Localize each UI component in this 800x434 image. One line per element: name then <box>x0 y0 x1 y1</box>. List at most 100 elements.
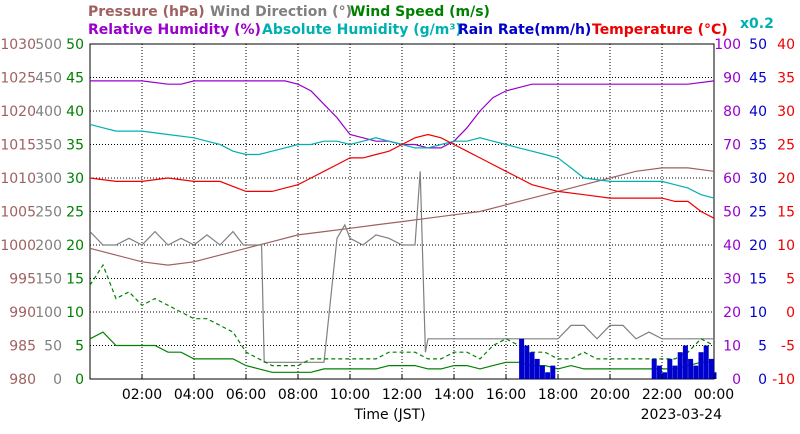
rain-bar <box>539 365 545 379</box>
x-tick-label: 08:00 <box>278 387 318 403</box>
rel_hum-axis-tick: 80 <box>723 104 741 120</box>
rain-axis-tick: 40 <box>749 104 767 120</box>
wind_dir-axis-tick: 300 <box>35 171 62 187</box>
pressure-axis-tick: 1030 <box>0 37 36 53</box>
wind_dir-axis-tick: 350 <box>35 138 62 154</box>
rain-axis-tick: 5 <box>758 339 767 355</box>
temp-axis-tick: 10 <box>777 238 795 254</box>
wind_dir-axis-tick: 400 <box>35 104 62 120</box>
rel_hum-axis-tick: 0 <box>732 372 741 388</box>
temp-axis-tick: 15 <box>777 205 795 221</box>
rel_hum-axis-tick: 40 <box>723 238 741 254</box>
rain-bar <box>708 358 714 379</box>
wind_speed-axis-tick: 10 <box>66 305 84 321</box>
rain-bar <box>545 372 551 379</box>
temp-axis-tick: 5 <box>786 272 795 288</box>
series-line <box>89 133 715 219</box>
wind_speed-axis-tick: 0 <box>75 372 84 388</box>
rain-axis-tick: 35 <box>749 138 767 154</box>
rel_hum-axis-tick: 20 <box>723 305 741 321</box>
wind_speed-axis-tick: 45 <box>66 71 84 87</box>
series-line <box>89 167 715 266</box>
rain-axis-tick: 15 <box>749 272 767 288</box>
wind_speed-axis-tick: 25 <box>66 205 84 221</box>
x-tick-label: 22:00 <box>642 387 682 403</box>
rain-axis-tick: 45 <box>749 71 767 87</box>
wind_speed-axis-tick: 20 <box>66 238 84 254</box>
wind_speed-axis-tick: 35 <box>66 138 84 154</box>
legend: Pressure (hPa) Wind Direction (°)Wind Spe… <box>88 4 728 38</box>
wind_speed-axis-tick: 5 <box>75 339 84 355</box>
temp-axis-tick: 35 <box>777 71 795 87</box>
pressure-axis-tick: 1000 <box>0 238 36 254</box>
temp-axis-tick: 40 <box>777 37 795 53</box>
rain-bar <box>688 358 694 379</box>
x-tick-label: 16:00 <box>486 387 526 403</box>
wind_dir-axis-tick: 500 <box>35 37 62 53</box>
rain-bar <box>524 345 530 379</box>
rel_hum-axis-tick: 90 <box>723 71 741 87</box>
rel_hum-axis-tick: 30 <box>723 272 741 288</box>
wind_speed-axis-tick: 50 <box>66 37 84 53</box>
rain-axis-tick: 0 <box>758 372 767 388</box>
wind_speed-axis-tick: 30 <box>66 171 84 187</box>
rel_hum-axis-tick: 60 <box>723 171 741 187</box>
x-axis: 02:00 04:00 06:00 08:00 10:00 12:00 14:00 16:00… <box>122 374 734 403</box>
legend-rain: Rain Rate(mm/h) <box>458 22 591 38</box>
legend-wind_dir: Wind Direction (°) <box>210 4 352 20</box>
x-tick-label: 10:00 <box>330 387 370 403</box>
rain-axis-tick: 25 <box>749 205 767 221</box>
rain-axis-tick: 10 <box>749 305 767 321</box>
pressure-axis-tick: 1015 <box>0 138 36 154</box>
rel_hum-axis-tick: 50 <box>723 205 741 221</box>
wind_dir-axis-tick: 50 <box>44 339 62 355</box>
date-label: 2023-03-24 <box>641 407 722 423</box>
rel_hum-axis-tick: 70 <box>723 138 741 154</box>
pressure-axis-tick: 1025 <box>0 71 36 87</box>
wind_dir-axis-tick: 200 <box>35 238 62 254</box>
x-tick-label: 06:00 <box>226 387 266 403</box>
wind_dir-axis-tick: 250 <box>35 205 62 221</box>
rain-bar <box>662 372 668 379</box>
x-tick-label: 04:00 <box>174 387 214 403</box>
x-tick-label: 18:00 <box>538 387 578 403</box>
pressure-axis-tick: 990 <box>9 305 36 321</box>
rain-bar <box>703 345 709 379</box>
legend-abs_hum: Absolute Humidity (g/m³) <box>262 22 462 38</box>
rain-bar <box>651 358 657 379</box>
series-layer <box>89 80 717 379</box>
x-tick-label: 12:00 <box>382 387 422 403</box>
pressure-axis-tick: 1020 <box>0 104 36 120</box>
series-line <box>89 171 714 363</box>
rel_hum-axis-tick: 10 <box>723 339 741 355</box>
rain-bar <box>698 352 704 379</box>
rain-bar <box>672 365 678 379</box>
pressure-axis-tick: 995 <box>9 272 36 288</box>
legend-wind_speed: Wind Speed (m/s) <box>350 4 490 20</box>
x-axis-title: Time (JST) <box>353 407 425 423</box>
temp-axis-tick: 30 <box>777 104 795 120</box>
x-tick-label: 20:00 <box>590 387 630 403</box>
rain-axis-tick: 50 <box>749 37 767 53</box>
grid-lines <box>90 44 714 379</box>
rain-bar <box>519 338 525 379</box>
rain-bar <box>667 358 673 379</box>
rain-bar <box>534 358 540 379</box>
rain-axis-tick: 20 <box>749 238 767 254</box>
rain-bar <box>682 345 688 379</box>
legend-pressure: Pressure (hPa) <box>88 4 205 20</box>
pressure-axis-tick: 1005 <box>0 205 36 221</box>
rain-bar <box>693 365 699 379</box>
temp-axis-tick: 25 <box>777 138 795 154</box>
scale-note: x0.2 <box>740 16 774 32</box>
pressure-axis-tick: 985 <box>9 339 36 355</box>
legend-rel_hum: Relative Humidity (%) <box>88 22 261 38</box>
wind_speed-axis-tick: 40 <box>66 104 84 120</box>
temp-axis-tick: 20 <box>777 171 795 187</box>
rel_hum-axis-tick: 100 <box>714 37 741 53</box>
rain-bar <box>529 352 535 379</box>
rain-bar <box>656 365 662 379</box>
pressure-axis-tick: 980 <box>9 372 36 388</box>
wind_dir-axis-tick: 0 <box>53 372 62 388</box>
